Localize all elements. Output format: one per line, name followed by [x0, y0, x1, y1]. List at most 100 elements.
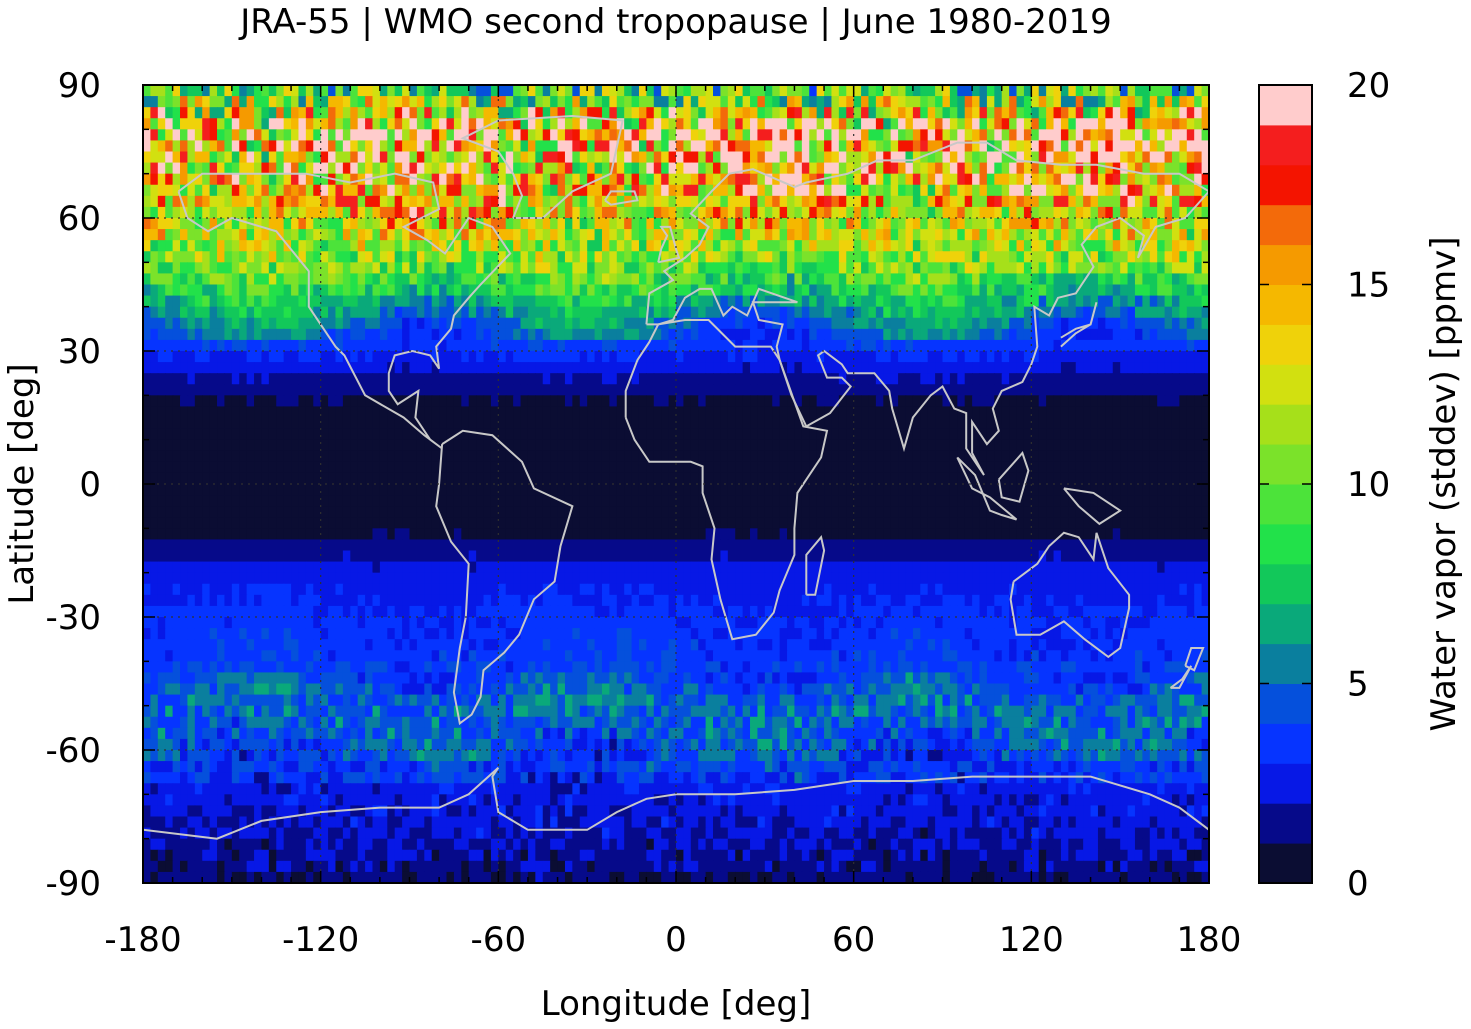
heatmap-cell	[883, 417, 892, 430]
heatmap-cell	[387, 162, 396, 175]
heatmap-cell	[779, 240, 788, 252]
heatmap-cell	[742, 362, 751, 374]
heatmap-cell	[439, 195, 448, 208]
heatmap-cell	[601, 317, 610, 330]
heatmap-cell	[446, 173, 455, 186]
heatmap-cell	[757, 118, 766, 130]
heatmap-cell	[535, 439, 544, 452]
heatmap-cell	[1157, 295, 1166, 308]
heatmap-cell	[1046, 439, 1055, 452]
heatmap-cell	[1179, 184, 1188, 197]
heatmap-cell	[520, 118, 529, 130]
heatmap-cell	[1157, 229, 1166, 241]
heatmap-cell	[1201, 118, 1209, 130]
heatmap-cell	[1120, 351, 1129, 363]
heatmap-cell	[972, 184, 981, 197]
heatmap-cell	[157, 118, 166, 130]
heatmap-cell	[927, 317, 936, 330]
heatmap-cell	[683, 140, 692, 153]
heatmap-cell	[357, 439, 366, 452]
heatmap-cell	[498, 450, 507, 463]
heatmap-cell	[1009, 173, 1018, 186]
heatmap-cell	[476, 206, 485, 219]
heatmap-cell	[246, 328, 255, 341]
heatmap-cell	[1120, 339, 1129, 352]
heatmap-cell	[750, 306, 759, 319]
heatmap-cell	[209, 107, 218, 119]
heatmap-cell	[1083, 129, 1092, 142]
heatmap-cell	[165, 284, 174, 297]
heatmap-cell	[861, 229, 870, 241]
heatmap-cell	[505, 96, 514, 108]
heatmap-cell	[809, 240, 818, 252]
heatmap-cell	[239, 85, 248, 97]
heatmap-cell	[542, 450, 551, 463]
heatmap-cell	[1009, 373, 1018, 385]
heatmap-cell	[379, 195, 388, 208]
heatmap-cell	[816, 118, 825, 130]
heatmap-cell	[935, 140, 944, 153]
heatmap-cell	[764, 118, 773, 130]
heatmap-cell	[587, 162, 596, 175]
heatmap-cell	[1068, 439, 1077, 452]
heatmap-cell	[920, 328, 929, 341]
heatmap-cell	[653, 85, 662, 97]
heatmap-cell	[490, 362, 499, 374]
heatmap-cell	[942, 439, 951, 452]
heatmap-cell	[616, 328, 625, 341]
heatmap-cell	[831, 384, 840, 396]
heatmap-cell	[365, 284, 374, 297]
heatmap-cell	[957, 195, 966, 208]
heatmap-cell	[764, 406, 773, 419]
heatmap-cell	[402, 461, 411, 474]
heatmap-cell	[861, 206, 870, 219]
heatmap-cell	[757, 351, 766, 363]
heatmap-cell	[424, 295, 433, 308]
heatmap-cell	[735, 162, 744, 175]
heatmap-cell	[1120, 96, 1129, 108]
heatmap-cell	[1186, 306, 1195, 319]
heatmap-cell	[424, 195, 433, 208]
heatmap-cell	[328, 339, 337, 352]
heatmap-cell	[283, 417, 292, 430]
heatmap-cell	[527, 107, 536, 119]
heatmap-cell	[276, 439, 285, 452]
heatmap-cell	[809, 384, 818, 396]
heatmap-cell	[964, 339, 973, 352]
heatmap-cell	[1031, 107, 1040, 119]
heatmap-cell	[1112, 251, 1121, 263]
heatmap-cell	[986, 306, 995, 319]
heatmap-cell	[927, 151, 936, 164]
heatmap-cell	[957, 262, 966, 275]
heatmap-cell	[727, 384, 736, 396]
heatmap-cell	[1001, 351, 1010, 363]
heatmap-cell	[402, 129, 411, 142]
heatmap-cell	[453, 162, 462, 175]
heatmap-cell	[853, 295, 862, 308]
heatmap-cell	[764, 328, 773, 341]
heatmap-cell	[246, 395, 255, 408]
heatmap-cell	[394, 295, 403, 308]
heatmap-cell	[772, 262, 781, 275]
heatmap-cell	[1075, 251, 1084, 263]
heatmap-cell	[735, 328, 744, 341]
heatmap-cell	[1134, 306, 1143, 319]
heatmap-cell	[424, 85, 433, 97]
heatmap-cell	[490, 306, 499, 319]
heatmap-cell	[1016, 417, 1025, 430]
heatmap-cell	[920, 317, 929, 330]
heatmap-cell	[927, 129, 936, 142]
heatmap-cell	[446, 273, 455, 286]
heatmap-cell	[350, 273, 359, 286]
heatmap-cell	[883, 328, 892, 341]
heatmap-cell	[1194, 417, 1203, 430]
heatmap-cell	[453, 406, 462, 419]
heatmap-cell	[446, 162, 455, 175]
heatmap-cell	[180, 195, 189, 208]
heatmap-cell	[638, 107, 647, 119]
heatmap-cell	[816, 85, 825, 97]
heatmap-cell	[372, 140, 381, 153]
heatmap-cell	[787, 118, 796, 130]
heatmap-cell	[350, 85, 359, 97]
heatmap-cell	[320, 162, 329, 175]
